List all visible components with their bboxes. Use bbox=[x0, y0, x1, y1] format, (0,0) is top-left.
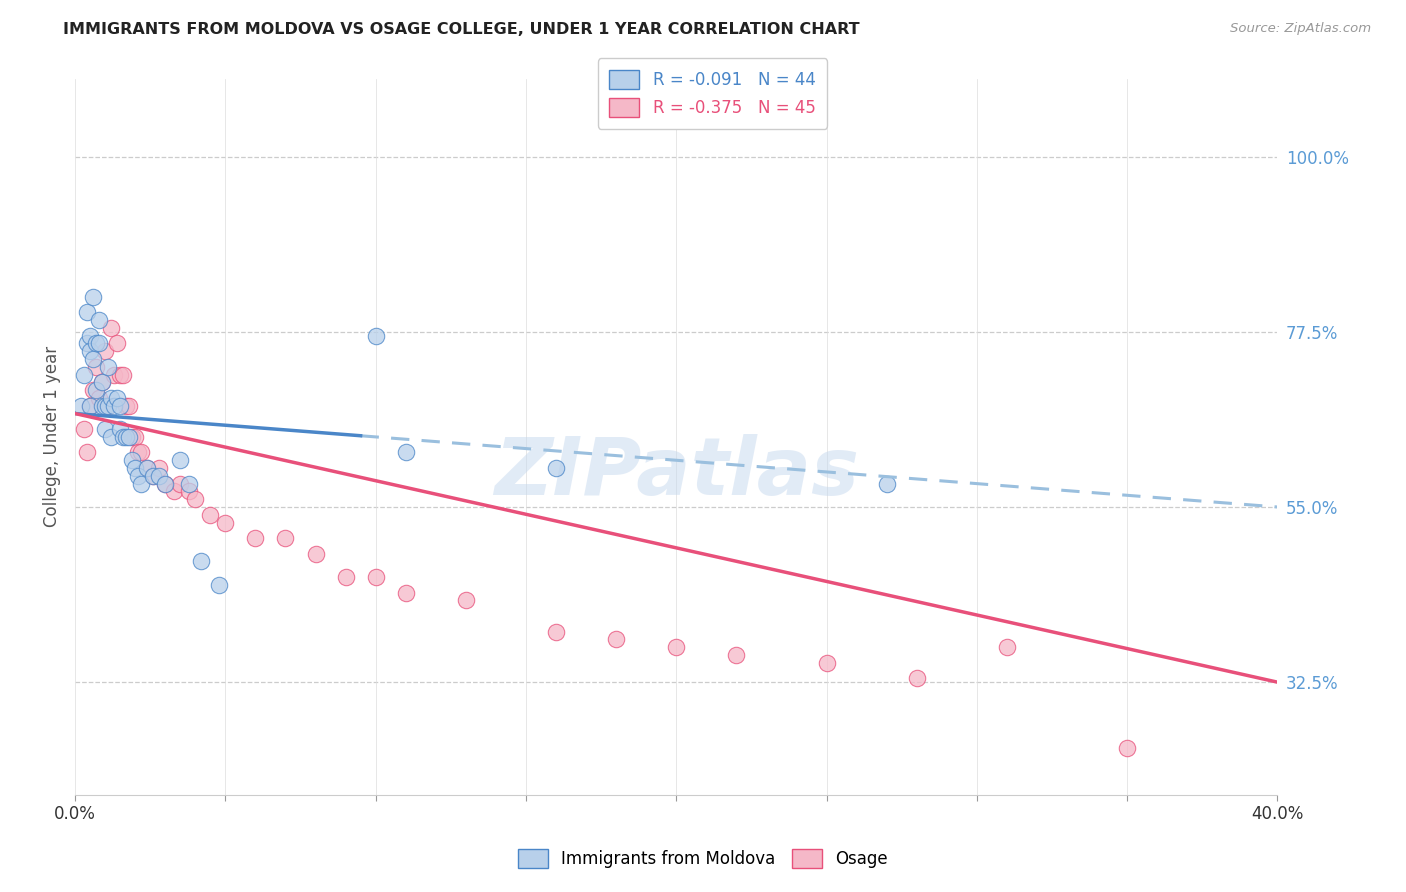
Point bbox=[87, 313, 110, 327]
Point bbox=[79, 344, 101, 359]
Point bbox=[184, 492, 207, 507]
Point bbox=[142, 468, 165, 483]
Point bbox=[815, 656, 838, 670]
Point bbox=[905, 671, 928, 685]
Point bbox=[665, 640, 688, 654]
Point bbox=[995, 640, 1018, 654]
Point bbox=[1116, 741, 1139, 756]
Point bbox=[118, 430, 141, 444]
Point bbox=[87, 336, 110, 351]
Point bbox=[214, 516, 236, 530]
Point bbox=[153, 476, 176, 491]
Point bbox=[103, 399, 125, 413]
Point bbox=[304, 547, 326, 561]
Point bbox=[190, 554, 212, 568]
Point bbox=[124, 461, 146, 475]
Point bbox=[115, 430, 138, 444]
Point bbox=[148, 461, 170, 475]
Point bbox=[100, 321, 122, 335]
Point bbox=[108, 422, 131, 436]
Point bbox=[103, 368, 125, 382]
Point bbox=[129, 476, 152, 491]
Point bbox=[76, 305, 98, 319]
Point bbox=[97, 359, 120, 374]
Point bbox=[79, 399, 101, 413]
Point bbox=[97, 399, 120, 413]
Point bbox=[94, 344, 117, 359]
Point bbox=[148, 468, 170, 483]
Point bbox=[127, 445, 149, 459]
Point bbox=[127, 468, 149, 483]
Point bbox=[82, 352, 104, 367]
Point bbox=[97, 399, 120, 413]
Point bbox=[73, 368, 96, 382]
Point bbox=[105, 336, 128, 351]
Point bbox=[364, 328, 387, 343]
Point bbox=[91, 376, 114, 390]
Point bbox=[115, 399, 138, 413]
Legend: R = -0.091   N = 44, R = -0.375   N = 45: R = -0.091 N = 44, R = -0.375 N = 45 bbox=[598, 58, 827, 128]
Point bbox=[76, 336, 98, 351]
Point bbox=[91, 399, 114, 413]
Point bbox=[153, 476, 176, 491]
Point bbox=[454, 593, 477, 607]
Point bbox=[364, 570, 387, 584]
Point bbox=[84, 359, 107, 374]
Point bbox=[876, 476, 898, 491]
Point bbox=[179, 484, 201, 499]
Point bbox=[605, 632, 627, 647]
Point bbox=[70, 399, 93, 413]
Point bbox=[169, 476, 191, 491]
Point bbox=[725, 648, 748, 662]
Point bbox=[163, 484, 186, 499]
Point bbox=[82, 383, 104, 397]
Point bbox=[76, 445, 98, 459]
Point bbox=[395, 445, 418, 459]
Point bbox=[112, 368, 135, 382]
Point bbox=[84, 336, 107, 351]
Point bbox=[73, 422, 96, 436]
Point bbox=[335, 570, 357, 584]
Point bbox=[108, 368, 131, 382]
Point bbox=[179, 476, 201, 491]
Y-axis label: College, Under 1 year: College, Under 1 year bbox=[44, 346, 60, 527]
Text: Source: ZipAtlas.com: Source: ZipAtlas.com bbox=[1230, 22, 1371, 36]
Point bbox=[84, 383, 107, 397]
Point bbox=[105, 391, 128, 405]
Point bbox=[118, 399, 141, 413]
Point bbox=[169, 453, 191, 467]
Point bbox=[200, 508, 222, 522]
Point bbox=[87, 391, 110, 405]
Point bbox=[94, 399, 117, 413]
Point bbox=[124, 430, 146, 444]
Point bbox=[108, 399, 131, 413]
Point bbox=[544, 624, 567, 639]
Point bbox=[82, 290, 104, 304]
Point bbox=[100, 430, 122, 444]
Text: IMMIGRANTS FROM MOLDOVA VS OSAGE COLLEGE, UNDER 1 YEAR CORRELATION CHART: IMMIGRANTS FROM MOLDOVA VS OSAGE COLLEGE… bbox=[63, 22, 860, 37]
Point bbox=[121, 453, 143, 467]
Point bbox=[136, 461, 159, 475]
Point bbox=[112, 430, 135, 444]
Point bbox=[274, 531, 297, 545]
Point bbox=[245, 531, 267, 545]
Legend: Immigrants from Moldova, Osage: Immigrants from Moldova, Osage bbox=[512, 842, 894, 875]
Point bbox=[79, 328, 101, 343]
Point bbox=[79, 399, 101, 413]
Point bbox=[100, 391, 122, 405]
Point bbox=[142, 468, 165, 483]
Point bbox=[395, 585, 418, 599]
Point bbox=[129, 445, 152, 459]
Point bbox=[544, 461, 567, 475]
Point bbox=[91, 376, 114, 390]
Point bbox=[121, 430, 143, 444]
Point bbox=[94, 422, 117, 436]
Text: ZIPatlas: ZIPatlas bbox=[494, 434, 859, 512]
Point bbox=[136, 461, 159, 475]
Point bbox=[208, 578, 231, 592]
